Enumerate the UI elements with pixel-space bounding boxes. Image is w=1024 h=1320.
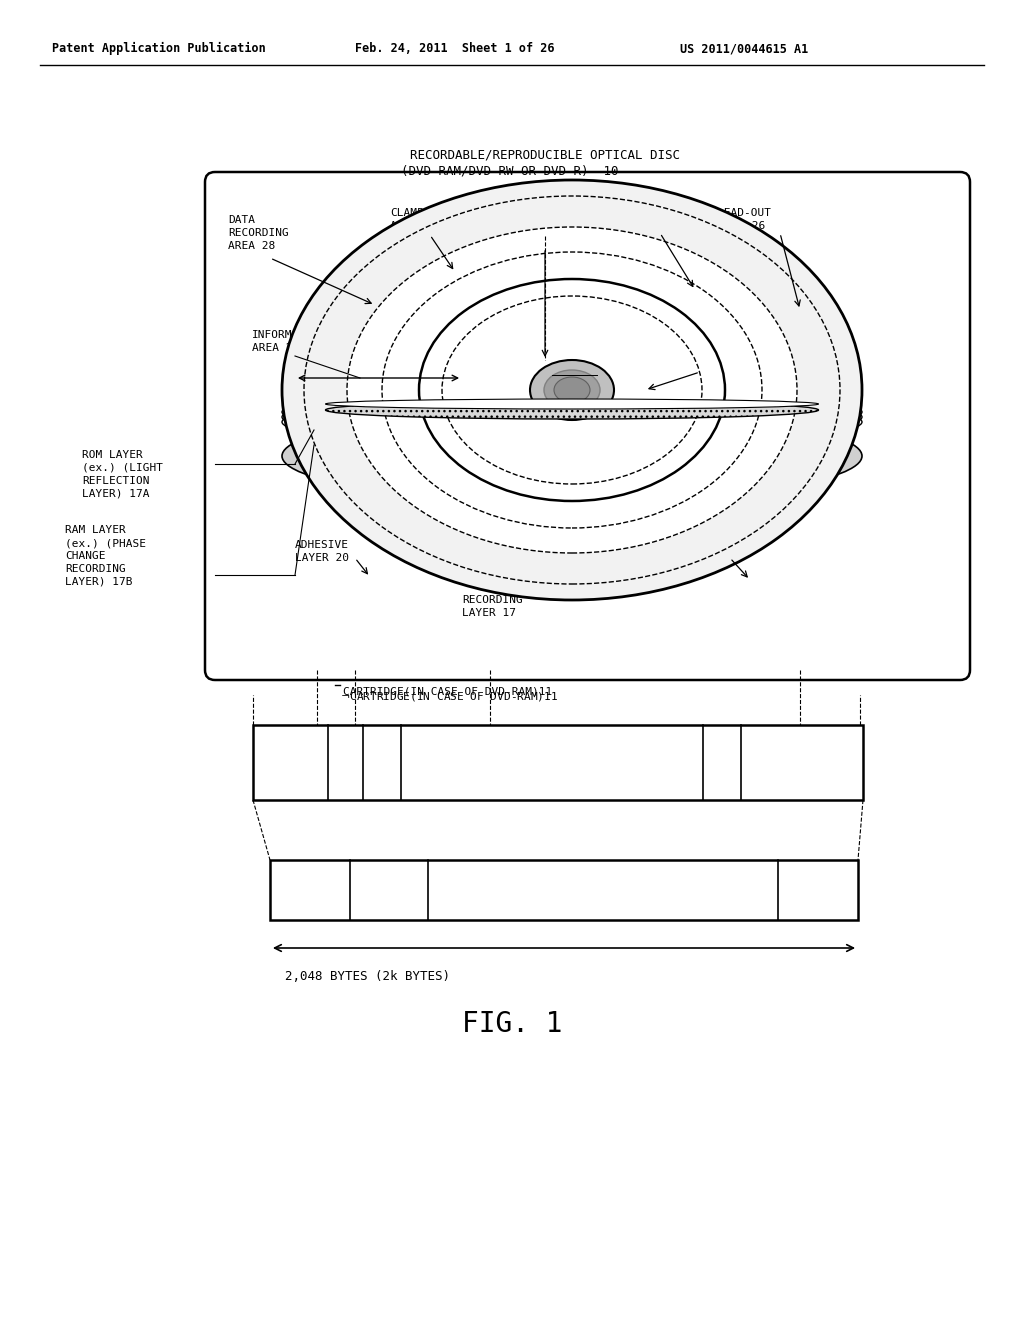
Text: (ex.) (PHASE: (ex.) (PHASE: [65, 539, 146, 548]
Text: US 2011/0044615 A1: US 2011/0044615 A1: [680, 42, 808, 55]
Text: SECTOR: SECTOR: [354, 883, 393, 894]
Text: CHANGE: CHANGE: [65, 550, 105, 561]
Ellipse shape: [347, 227, 797, 553]
Text: LEAD-IN: LEAD-IN: [258, 735, 305, 744]
Text: AREA: AREA: [746, 762, 773, 771]
Ellipse shape: [297, 418, 848, 433]
Text: CARTRIDGE(IN CASE OF DVD-RAM)11: CARTRIDGE(IN CASE OF DVD-RAM)11: [343, 686, 552, 696]
Text: DATA: DATA: [228, 215, 255, 224]
Text: RECORDING: RECORDING: [520, 733, 584, 746]
Ellipse shape: [291, 396, 853, 447]
Text: AREA 27: AREA 27: [700, 370, 748, 379]
Text: AREA 24: AREA 24: [390, 220, 437, 231]
Text: FACE 19: FACE 19: [615, 220, 663, 231]
Text: LAYER 20: LAYER 20: [295, 553, 349, 564]
Text: RECORDING: RECORDING: [462, 595, 522, 605]
FancyBboxPatch shape: [205, 172, 970, 680]
Ellipse shape: [382, 252, 762, 528]
Text: FIG. 1: FIG. 1: [462, 1010, 562, 1038]
Text: 2,048 BYTES (2k BYTES): 2,048 BYTES (2k BYTES): [285, 970, 450, 983]
Ellipse shape: [304, 195, 840, 583]
Text: AREA: AREA: [258, 748, 285, 758]
Ellipse shape: [554, 378, 590, 403]
Text: OUT: OUT: [746, 748, 766, 758]
Text: RECORDABLE/REPRODUCIBLE OPTICAL DISC: RECORDABLE/REPRODUCIBLE OPTICAL DISC: [410, 148, 680, 161]
Text: LAYER) 17B: LAYER) 17B: [65, 577, 132, 587]
Text: LEAD-: LEAD-: [746, 735, 779, 744]
Text: AREA 28: AREA 28: [228, 242, 275, 251]
Text: - - - - - - - - - - -: - - - - - - - - - - -: [524, 883, 682, 896]
Text: AREA 26: AREA 26: [718, 220, 765, 231]
Text: LAYER) 17A: LAYER) 17A: [82, 488, 150, 499]
Text: (ex.) (LIGHT: (ex.) (LIGHT: [82, 463, 163, 473]
Text: TRACK: TRACK: [535, 747, 569, 760]
Text: $\neg$CARTRIDGE(IN CASE OF DVD-RAM)11: $\neg$CARTRIDGE(IN CASE OF DVD-RAM)11: [340, 690, 558, 704]
Ellipse shape: [326, 399, 818, 409]
Text: ROM LAYER: ROM LAYER: [82, 450, 142, 459]
Ellipse shape: [294, 405, 850, 429]
Text: HOLE 22: HOLE 22: [496, 220, 544, 231]
Text: LOGICAL: LOGICAL: [354, 870, 399, 880]
Ellipse shape: [544, 370, 600, 411]
Text: CLAMP: CLAMP: [390, 209, 424, 218]
Text: LOGICAL: LOGICAL: [782, 870, 827, 880]
Ellipse shape: [530, 360, 614, 420]
Text: RECORDING: RECORDING: [65, 564, 126, 574]
Text: SECTOR: SECTOR: [274, 883, 313, 894]
Text: AREA 25: AREA 25: [252, 343, 299, 352]
Text: ADHESIVE: ADHESIVE: [295, 540, 349, 550]
Text: LOGICAL: LOGICAL: [274, 870, 319, 880]
Text: TRACK: TRACK: [340, 756, 350, 788]
Ellipse shape: [282, 180, 862, 601]
Text: Feb. 24, 2011  Sheet 1 of 26: Feb. 24, 2011 Sheet 1 of 26: [355, 42, 555, 55]
Text: RECORDING: RECORDING: [228, 228, 289, 238]
Text: (LAND/GROOVE): (LAND/GROOVE): [506, 763, 598, 776]
Bar: [270, 861, 858, 920]
Text: LEAD-IN: LEAD-IN: [700, 356, 748, 366]
Text: TRANSPARENT: TRANSPARENT: [610, 540, 684, 550]
Ellipse shape: [297, 413, 848, 432]
Text: SECTOR: SECTOR: [782, 883, 821, 894]
Bar: [253, 725, 863, 800]
Text: SUBSTRATE 14: SUBSTRATE 14: [610, 553, 691, 564]
Text: (DVD-RAM/DVD-RW OR DVD-R)  10: (DVD-RAM/DVD-RW OR DVD-R) 10: [401, 165, 618, 178]
Ellipse shape: [326, 401, 818, 418]
Text: RAM LAYER: RAM LAYER: [65, 525, 126, 535]
Ellipse shape: [282, 409, 862, 502]
Text: REFLECTION: REFLECTION: [82, 477, 150, 486]
Text: Patent Application Publication: Patent Application Publication: [52, 42, 266, 55]
Text: CENTER: CENTER: [496, 209, 537, 218]
Ellipse shape: [442, 296, 702, 484]
Text: LAYER 17: LAYER 17: [462, 609, 516, 618]
Text: INFORMATION: INFORMATION: [252, 330, 327, 341]
Text: READ-OUT: READ-OUT: [615, 209, 669, 218]
Text: LEAD-OUT: LEAD-OUT: [718, 209, 772, 218]
Ellipse shape: [419, 279, 725, 502]
